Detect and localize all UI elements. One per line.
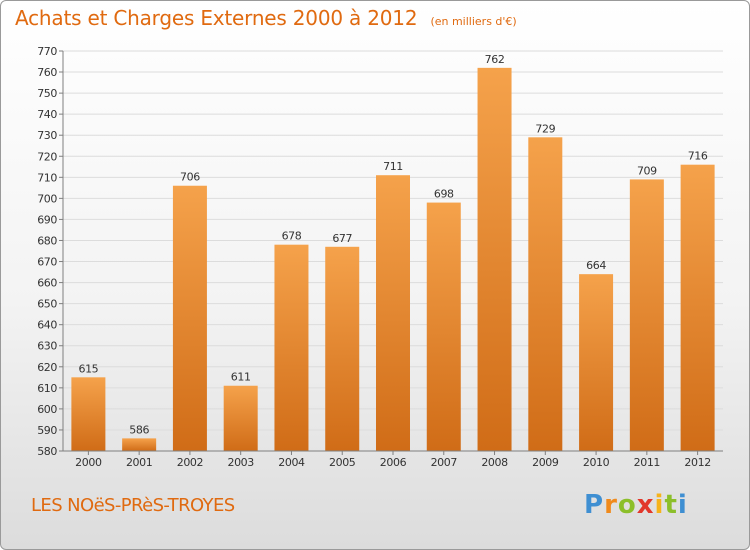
- y-tick-label: 690: [37, 213, 57, 226]
- data-labels: 615 586 706 611 678 677 711 698 762 729 664 709 716: [78, 53, 708, 437]
- y-tick-label: 620: [37, 361, 57, 374]
- x-tick-label: 2007: [431, 456, 458, 469]
- x-tick-label: 2009: [532, 456, 559, 469]
- logo-letter: r: [604, 490, 618, 520]
- bar: [376, 175, 410, 452]
- logo-letter: i: [654, 490, 665, 520]
- y-tick-label: 680: [37, 234, 57, 247]
- bars: [71, 67, 715, 452]
- y-tick-label: 740: [37, 108, 57, 121]
- y-tick-label: 630: [37, 340, 57, 353]
- bar: [71, 377, 106, 451]
- y-tick-label: 670: [37, 256, 57, 269]
- x-tick-label: 2000: [75, 456, 102, 469]
- y-tick-label: 650: [37, 298, 57, 311]
- x-tick-label: 2003: [227, 456, 254, 469]
- y-tick-label: 750: [37, 87, 57, 100]
- data-label: 586: [129, 423, 149, 436]
- x-axis-ticks: 2000 2001 2002 2003 2004 2005 2006 2007 2008 2009…: [75, 451, 711, 469]
- data-label: 611: [231, 371, 251, 384]
- data-label: 711: [383, 160, 403, 173]
- x-tick-label: 2006: [380, 456, 407, 469]
- y-axis-ticks: 580 590 600 610 620 630 640 650 660 670 680 690 700 7…: [37, 45, 63, 458]
- y-tick-label: 700: [37, 192, 57, 205]
- data-label: 664: [586, 259, 606, 272]
- data-label: 615: [78, 362, 98, 375]
- y-tick-label: 590: [37, 424, 57, 437]
- data-label: 698: [434, 188, 454, 201]
- logo-letter: i: [677, 490, 688, 520]
- y-tick-label: 580: [37, 445, 57, 458]
- data-label: 709: [637, 164, 657, 177]
- bar: [325, 246, 360, 451]
- y-tick-label: 710: [37, 171, 57, 184]
- bar: [223, 385, 258, 451]
- y-tick-label: 720: [37, 150, 57, 163]
- y-tick-label: 770: [37, 45, 57, 58]
- logo-letter: o: [617, 490, 637, 520]
- x-tick-label: 2001: [126, 456, 152, 469]
- data-label: 706: [180, 171, 200, 184]
- x-tick-label: 2012: [684, 456, 710, 469]
- x-tick-label: 2008: [481, 456, 508, 469]
- place-name: LES NOëS-PRèS-TROYES: [31, 495, 235, 516]
- y-tick-label: 660: [37, 277, 57, 290]
- chart-title-row: Achats et Charges Externes 2000 à 2012 (…: [15, 6, 517, 30]
- y-tick-label: 610: [37, 382, 57, 395]
- x-tick-label: 2005: [329, 456, 356, 469]
- bar: [426, 202, 461, 451]
- data-label: 677: [332, 232, 352, 245]
- bar: [172, 185, 207, 451]
- bar: [629, 179, 664, 451]
- bar: [680, 164, 715, 451]
- y-tick-label: 600: [37, 403, 57, 416]
- x-tick-label: 2011: [634, 456, 660, 469]
- logo-letter: P: [584, 490, 605, 520]
- bar: [477, 67, 512, 451]
- x-tick-label: 2004: [278, 456, 305, 469]
- bar: [122, 438, 157, 451]
- proxiti-logo[interactable]: Proxiti: [584, 490, 688, 520]
- chart-subtitle: (en milliers d'€): [430, 15, 517, 28]
- x-tick-label: 2010: [583, 456, 610, 469]
- data-label: 716: [688, 150, 708, 163]
- data-label: 762: [485, 53, 505, 66]
- data-label: 678: [282, 230, 302, 243]
- data-label: 729: [535, 122, 555, 135]
- bar: [274, 244, 309, 451]
- logo-letter: t: [664, 490, 678, 520]
- y-tick-label: 640: [37, 319, 57, 332]
- logo-letter: x: [636, 490, 655, 520]
- y-tick-label: 730: [37, 129, 57, 142]
- bar: [579, 274, 614, 451]
- bar: [528, 137, 563, 451]
- chart-title: Achats et Charges Externes 2000 à 2012: [15, 6, 418, 30]
- y-tick-label: 760: [37, 66, 57, 79]
- x-tick-label: 2002: [177, 456, 203, 469]
